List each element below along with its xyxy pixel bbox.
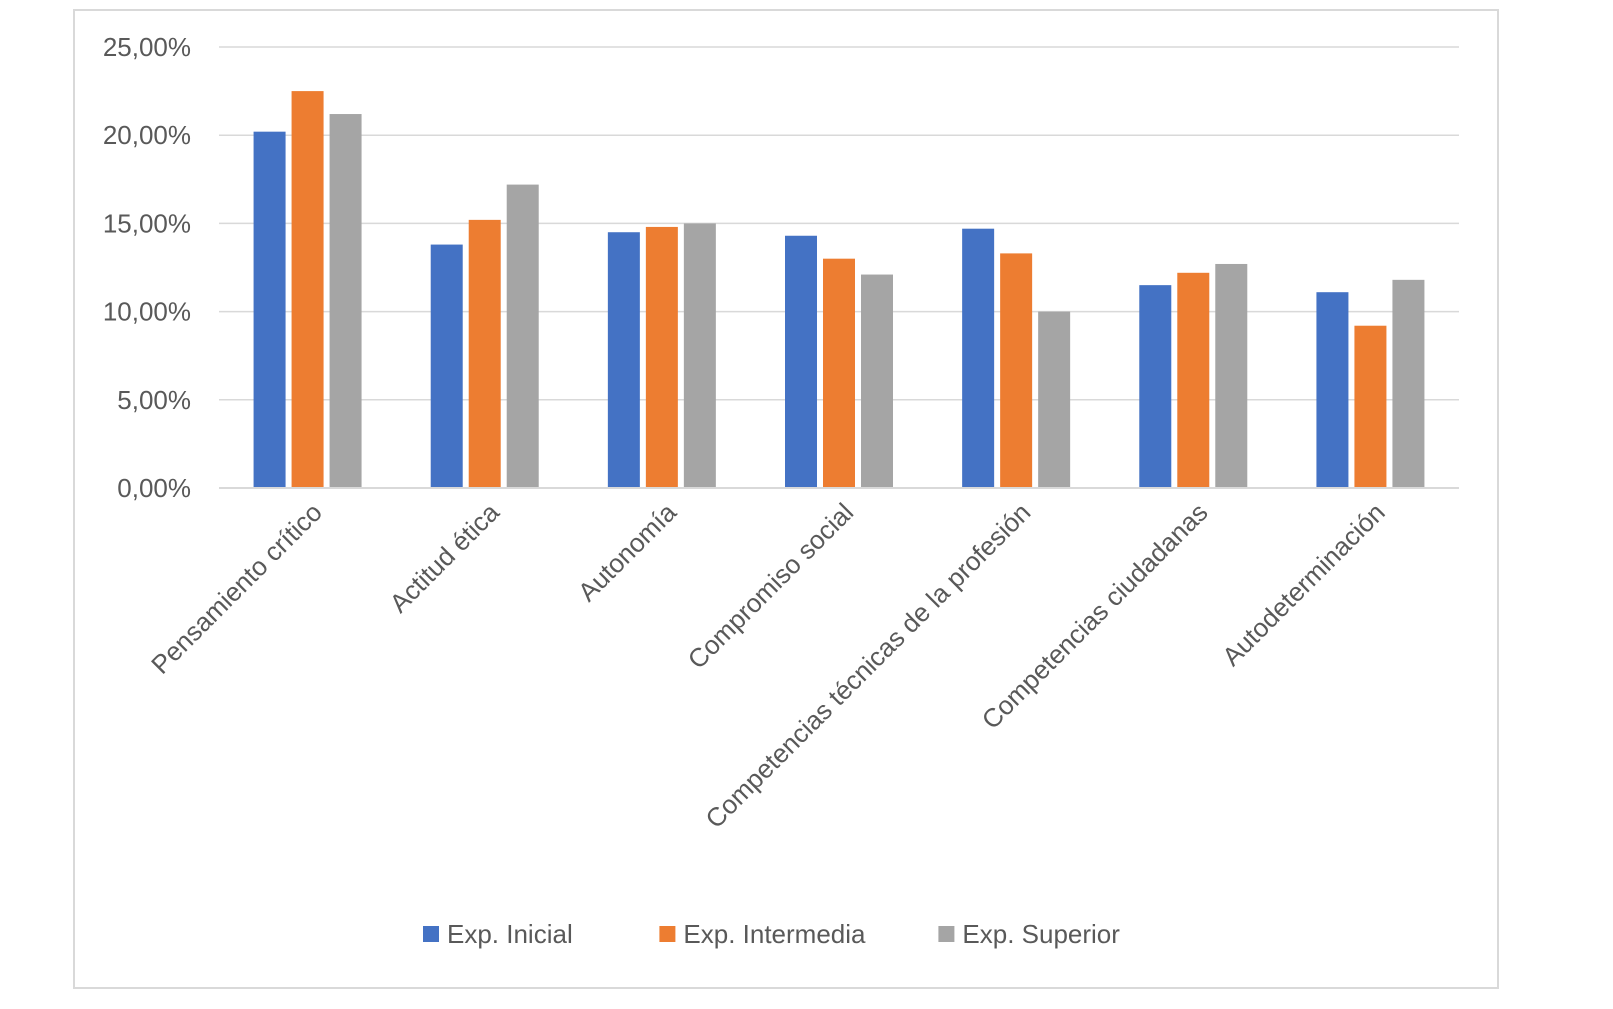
bars — [253, 91, 1425, 489]
y-tick-label: 25,00% — [103, 32, 191, 62]
bar — [1316, 292, 1349, 488]
legend-swatch — [938, 926, 955, 942]
bar — [1000, 253, 1033, 488]
bar — [506, 184, 539, 489]
bar — [1392, 279, 1425, 488]
gridlines — [219, 46, 1459, 401]
bar — [329, 114, 362, 489]
y-tick-label: 0,00% — [117, 473, 191, 503]
legend-label: Exp. Superior — [962, 919, 1120, 949]
y-axis-tick-labels: 0,00% 5,00% 10,00% 15,00% 20,00% 25,00% — [103, 32, 191, 503]
bar — [683, 223, 716, 488]
bar — [1354, 325, 1387, 488]
y-tick-label: 10,00% — [103, 297, 191, 327]
bar — [823, 258, 855, 488]
y-tick-label: 20,00% — [103, 120, 191, 150]
bar — [607, 232, 640, 488]
legend-swatch — [423, 926, 439, 942]
bar — [645, 226, 678, 489]
y-tick-label: 15,00% — [103, 208, 191, 238]
legend: Exp. Inicial Exp. Intermedia Exp. Superior — [423, 919, 1120, 949]
legend-swatch — [659, 926, 676, 942]
bar — [1038, 311, 1071, 488]
bar — [291, 91, 324, 488]
bar — [1139, 285, 1172, 488]
bar — [468, 219, 501, 488]
bar — [861, 274, 893, 488]
chart-border — [73, 9, 1499, 989]
bar — [430, 244, 463, 488]
bar — [785, 235, 817, 488]
legend-label: Exp. Intermedia — [683, 919, 866, 949]
bar — [962, 228, 995, 488]
bar — [253, 131, 286, 488]
y-tick-label: 5,00% — [117, 385, 191, 415]
bar — [1177, 272, 1210, 488]
bar — [1215, 263, 1248, 488]
legend-label: Exp. Inicial — [447, 919, 573, 949]
